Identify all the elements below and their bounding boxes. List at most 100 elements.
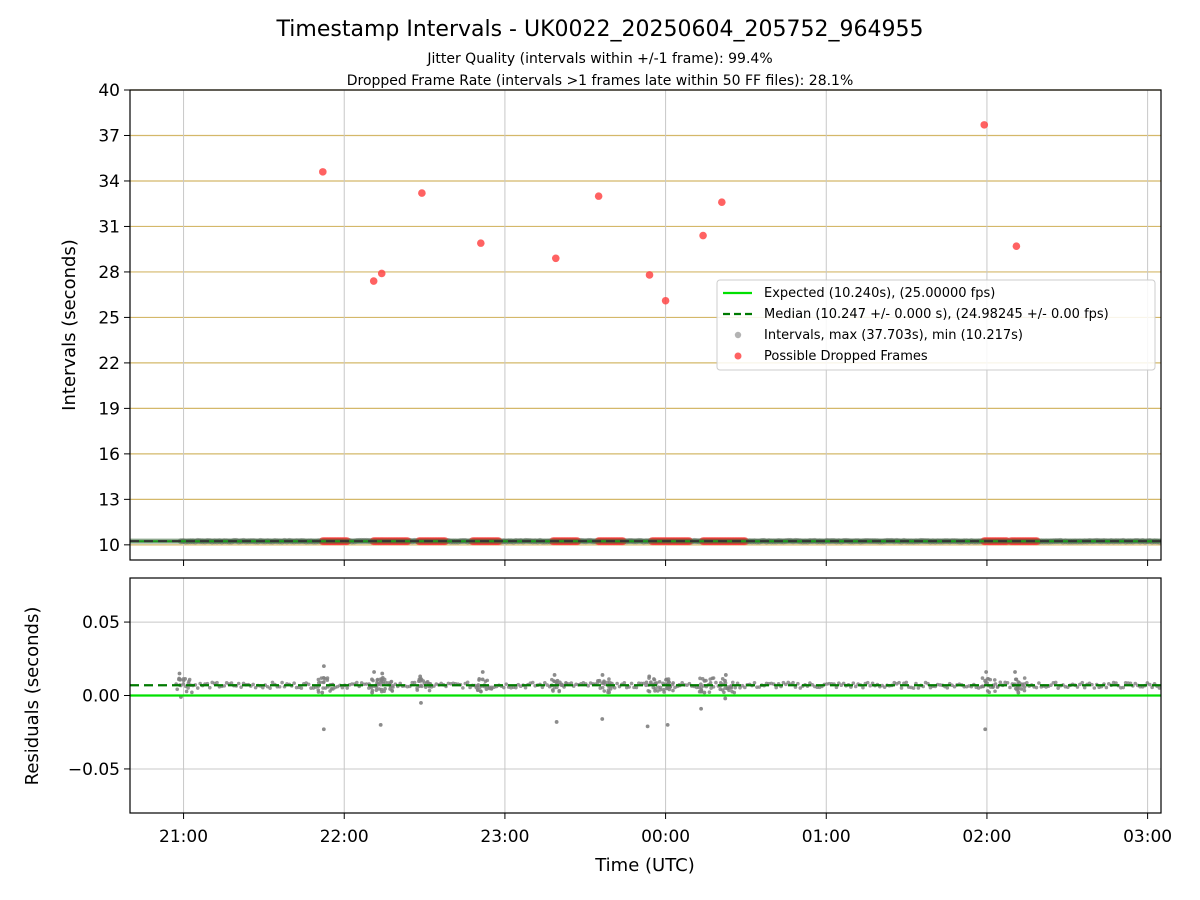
top-y-tick-label: 10 <box>98 536 120 556</box>
residual-point <box>229 681 234 685</box>
top-axes-frame <box>129 89 1162 561</box>
residual-point <box>419 683 423 688</box>
residual-point <box>1019 687 1024 691</box>
legend-label: Expected (10.240s), (25.00000 fps) <box>764 286 995 301</box>
residual-point <box>375 680 379 685</box>
residual-point <box>722 690 726 695</box>
residual-point <box>432 684 436 688</box>
residual-point <box>732 690 737 695</box>
x-tick-label: 03:00 <box>1123 827 1172 847</box>
residual-point <box>383 686 387 691</box>
residual-outlier <box>418 678 423 683</box>
residual-point <box>784 682 788 687</box>
residual-point <box>1092 686 1097 690</box>
residual-outlier <box>419 700 423 705</box>
residual-point <box>868 683 872 688</box>
intervals-axes: 10 13 16 19 22 25 28 31 34 37 40 Expected (10.240s)… <box>98 81 1162 566</box>
x-axis-label: Time (UTC) <box>594 855 695 876</box>
residual-outlier <box>667 680 672 685</box>
residual-point <box>253 685 258 690</box>
residual-outlier <box>648 680 653 685</box>
residual-point <box>774 685 778 690</box>
residual-point <box>1104 685 1109 690</box>
residual-point <box>374 688 379 693</box>
residual-point <box>280 680 284 685</box>
residual-outlier <box>555 678 560 683</box>
bottom-y-tick-label: 0.00 <box>82 687 120 707</box>
residual-point <box>415 688 420 692</box>
residual-point <box>530 680 535 685</box>
residual-point <box>667 687 672 692</box>
residual-outlier <box>480 670 485 674</box>
residual-point <box>714 680 718 685</box>
legend-label: Median (10.247 +/- 0.000 s), (24.98245 +… <box>764 307 1109 322</box>
residual-point <box>629 681 634 686</box>
x-tick-label: 00:00 <box>641 827 690 847</box>
residual-point <box>1037 681 1041 685</box>
residual-point <box>606 690 610 695</box>
residual-point <box>551 689 555 693</box>
residual-point <box>634 685 639 690</box>
residual-point <box>540 685 545 690</box>
residual-point <box>1015 687 1019 692</box>
dropped-frame-outlier <box>477 239 485 247</box>
residual-point <box>1056 686 1060 690</box>
residual-point <box>1005 680 1010 685</box>
residual-point <box>1150 685 1154 690</box>
residual-point <box>653 686 657 691</box>
residual-point <box>988 677 993 682</box>
residual-point <box>514 685 518 690</box>
residual-outlier <box>177 671 182 676</box>
residual-point <box>316 680 321 685</box>
residual-outlier <box>723 696 728 701</box>
residual-point <box>251 682 255 687</box>
residual-outlier <box>418 674 423 679</box>
residual-point <box>379 678 384 683</box>
residual-point <box>698 682 703 687</box>
residual-point <box>412 680 417 685</box>
residual-outlier <box>702 690 707 695</box>
residual-point <box>543 681 547 685</box>
top-y-tick-label: 37 <box>98 126 120 146</box>
dropped-frame-outlier <box>377 269 386 278</box>
residual-point <box>390 689 395 693</box>
residual-point <box>1147 682 1152 687</box>
residual-point <box>1080 680 1085 685</box>
legend-label: Intervals, max (37.703s), min (10.217s) <box>764 328 1023 343</box>
residual-point <box>328 689 332 693</box>
bottom-y-tick-label: −0.05 <box>68 760 120 780</box>
residual-point <box>489 687 494 691</box>
top-y-tick-label: 34 <box>98 172 120 192</box>
residual-outlier <box>370 677 374 682</box>
legend-interval-swatch <box>734 331 742 339</box>
residual-point <box>622 680 627 685</box>
chart-title: Timestamp Intervals - UK0022_20250604_20… <box>276 17 924 42</box>
residual-point <box>791 680 795 685</box>
dropped-frame-outlier <box>319 168 327 176</box>
residual-outlier <box>321 664 326 669</box>
x-tick-label: 01:00 <box>802 827 851 847</box>
residual-outlier <box>1013 670 1017 674</box>
residual-point <box>987 690 992 695</box>
dropped-frame-outlier <box>661 296 670 305</box>
residual-point <box>1090 682 1094 687</box>
residual-point <box>1022 676 1027 680</box>
dropped-frame-outlier <box>369 277 378 285</box>
residual-point <box>992 678 997 682</box>
top-y-tick-label: 40 <box>98 81 120 101</box>
dropped-frame-outlier <box>645 271 654 279</box>
residual-point <box>364 682 369 686</box>
top-y-tick-label: 28 <box>98 263 120 283</box>
residual-point <box>1049 683 1053 687</box>
residual-point <box>461 686 465 690</box>
residual-point <box>993 689 997 694</box>
residual-point <box>1016 680 1021 684</box>
legend-label: Possible Dropped Frames <box>764 349 928 364</box>
residual-point <box>657 679 662 684</box>
x-tick-label: 23:00 <box>480 827 529 847</box>
residual-point <box>834 685 839 690</box>
top-y-tick-label: 16 <box>98 445 120 465</box>
dropped-frame-outlier <box>594 192 603 200</box>
residual-point <box>647 689 652 694</box>
residual-point <box>377 687 382 691</box>
